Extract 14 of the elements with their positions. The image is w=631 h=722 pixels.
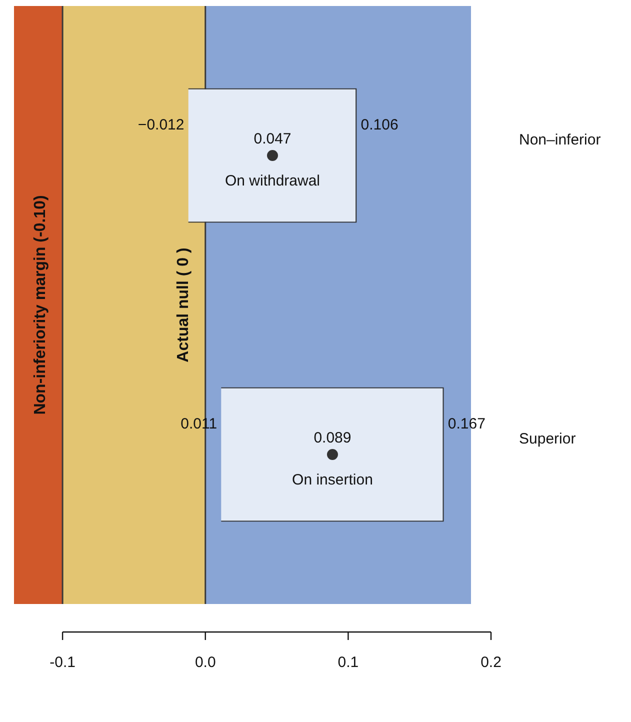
x-tick-label: 0.1 [338,654,359,672]
annotation: −0.012 [138,116,184,134]
text: Superior [519,430,576,448]
annotation: 0.106 [360,116,398,134]
data-label: 0.047 [254,130,292,148]
text: Non–inferior [519,132,601,149]
x-tick-label: -0.1 [50,654,76,672]
ref-line-label: Non-inferiority margin (-0.10) [32,195,49,415]
ref-line-label: Actual null ( 0 ) [174,248,192,362]
x-tick-label: 0.2 [480,654,502,672]
data-label: 0.089 [314,430,352,447]
y-tick-label: On insertion [292,472,373,489]
x-tick-label: 0.0 [194,654,216,672]
y-tick-label: On withdrawal [224,172,320,190]
